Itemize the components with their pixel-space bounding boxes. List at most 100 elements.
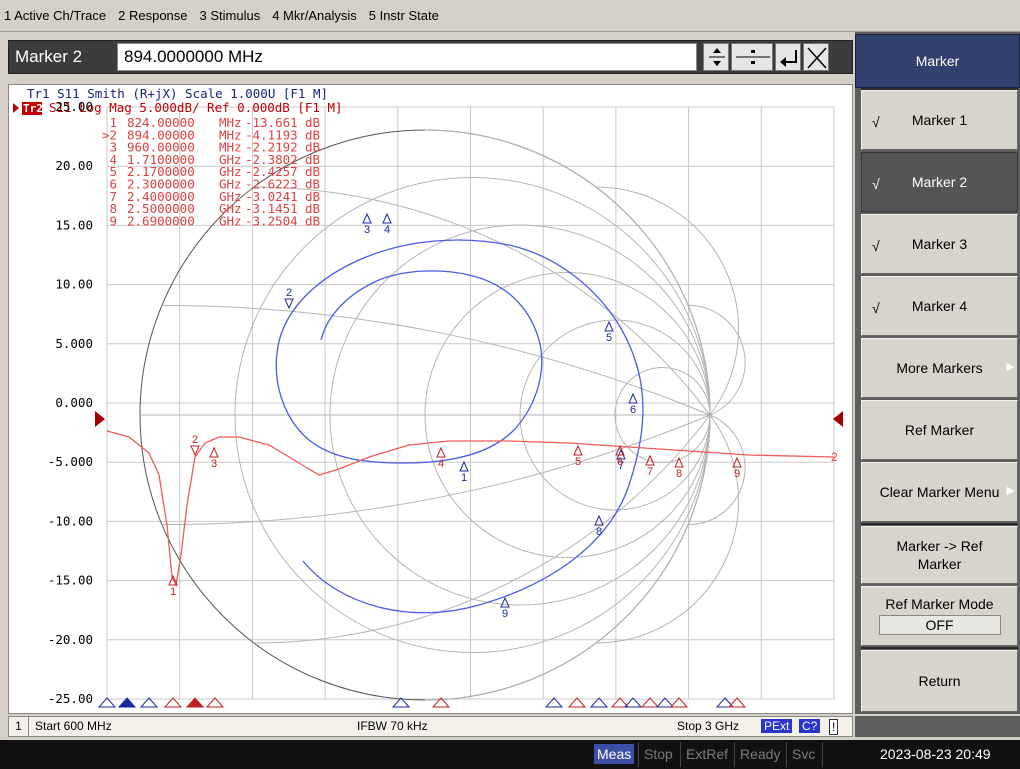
marker-triangle xyxy=(190,445,200,457)
marker-triangle xyxy=(628,392,638,404)
marker-table-freq: 2.4000000 xyxy=(127,189,195,204)
smith-reactance-arc xyxy=(253,414,711,644)
softkey-more-markers[interactable]: More Markers ▶ xyxy=(861,338,1018,398)
softkey-label: Marker 4 xyxy=(911,298,968,314)
marker-triangle xyxy=(732,456,742,468)
active-trace-arrow-icon xyxy=(13,103,19,113)
menu-response[interactable]: 2 Response xyxy=(118,8,188,23)
ref-marker-mode-value: OFF xyxy=(878,615,1001,635)
menu-stimulus[interactable]: 3 Stimulus xyxy=(199,8,261,23)
softkey-marker-2[interactable]: √ Marker 2 xyxy=(861,152,1018,212)
trace2-end-label: 2 xyxy=(831,450,838,464)
knob-spin-icon[interactable] xyxy=(731,43,773,71)
menu-active-ch-trace[interactable]: 1 Active Ch/Trace xyxy=(4,8,107,23)
separator xyxy=(822,742,823,767)
marker-table-freq: 960.00000 xyxy=(127,140,195,155)
y-axis-label: -10.00 xyxy=(48,513,93,528)
marker-triangle xyxy=(573,444,583,456)
marker-label: 1 xyxy=(170,586,176,598)
separator xyxy=(786,742,787,767)
marker-table-db: dB xyxy=(305,140,320,155)
marker-label: 5 xyxy=(575,456,581,468)
softkey-marker-1[interactable]: √ Marker 1 xyxy=(861,90,1018,150)
y-axis-label: 5.000 xyxy=(55,336,93,351)
close-icon[interactable] xyxy=(803,43,829,71)
separator xyxy=(638,742,639,767)
submenu-arrow-icon: ▶ xyxy=(1006,485,1015,498)
enter-icon[interactable] xyxy=(775,43,801,71)
divider xyxy=(861,88,1018,90)
marker-label: 3 xyxy=(211,458,217,470)
entry-label: Marker 2 xyxy=(15,47,83,66)
entry-bar: Marker 2 894.0000000 MHz xyxy=(8,40,853,74)
marker-position-bar xyxy=(97,697,747,708)
marker-triangle xyxy=(362,212,372,224)
softkey-marker-3[interactable]: √ Marker 3 xyxy=(861,214,1018,274)
marker-position-icon xyxy=(715,697,735,708)
marker-table-unit: GHz xyxy=(219,189,242,204)
logmag-marker-2: 2 xyxy=(190,434,200,457)
marker-table-freq: 1.7100000 xyxy=(127,152,195,167)
softkey-ref-marker-mode[interactable]: Ref Marker Mode OFF xyxy=(861,586,1018,646)
date-time: 2023-08-23 20:49 xyxy=(880,746,991,762)
softkey-title: Marker xyxy=(855,34,1020,88)
step-spin-icon[interactable] xyxy=(703,43,729,71)
stop-indicator: Stop xyxy=(644,746,673,762)
check-icon: √ xyxy=(872,237,880,254)
softkey-label: Return xyxy=(918,673,961,689)
softkey-marker-4[interactable]: √ Marker 4 xyxy=(861,276,1018,336)
extref-indicator: ExtRef xyxy=(686,746,729,762)
smith-marker-9: 9 xyxy=(500,596,510,620)
marker-label: 2 xyxy=(192,434,198,446)
softkey-ref-marker[interactable]: Ref Marker xyxy=(861,400,1018,460)
marker-table-id: >2 xyxy=(102,127,117,142)
marker-table-value: -3.0241 xyxy=(245,189,298,204)
marker-position-icon xyxy=(589,697,609,708)
y-axis-label: -20.00 xyxy=(48,632,93,647)
marker-table-db: dB xyxy=(305,127,320,142)
ref-level-right-icon[interactable] xyxy=(833,411,843,427)
stop-frequency[interactable]: Stop 3 GHz xyxy=(677,719,740,733)
trace2-tag[interactable] xyxy=(22,102,42,115)
channel-number[interactable]: 1 xyxy=(9,717,29,736)
smith-reactance-arc xyxy=(688,414,746,526)
softkey-marker-to-ref-marker[interactable]: Marker -> Ref Marker xyxy=(861,526,1018,584)
marker-label: 3 xyxy=(364,224,370,236)
marker-table-unit: MHz xyxy=(219,140,242,155)
ref-level-left-icon[interactable] xyxy=(95,411,105,427)
marker-position-icon xyxy=(139,697,159,708)
marker-position-icon xyxy=(544,697,564,708)
trace-display[interactable]: Tr1 S11 Smith (R+jX) Scale 1.000U [F1 M]… xyxy=(8,84,853,714)
y-axis-label: 25.00 xyxy=(55,99,93,114)
start-frequency[interactable]: Start 600 MHz xyxy=(35,719,112,733)
marker-triangle xyxy=(604,320,614,332)
logmag-marker-5: 5 xyxy=(573,444,583,468)
marker-position-icon xyxy=(205,697,225,708)
grid xyxy=(106,106,835,700)
marker-table-id: 7 xyxy=(109,189,117,204)
softkey-panel: Marker √ Marker 1 √ Marker 2 √ Marker 3 … xyxy=(855,32,1020,714)
softkey-label: Ref Marker Mode xyxy=(885,596,994,612)
softkey-return[interactable]: Return xyxy=(861,650,1018,712)
check-icon: √ xyxy=(872,299,880,316)
marker-table-id: 1 xyxy=(109,115,117,130)
ifbw[interactable]: IFBW 70 kHz xyxy=(357,719,428,733)
softkey-clear-marker-menu[interactable]: Clear Marker Menu ▶ xyxy=(861,462,1018,522)
marker-table-db: dB xyxy=(305,152,320,167)
menu-instr-state[interactable]: 5 Instr State xyxy=(368,8,439,23)
instrument-status-bar: Meas Stop ExtRef Ready Svc 2023-08-23 20… xyxy=(0,740,1020,769)
marker-position-icon xyxy=(391,697,411,708)
smith-marker-3: 3 xyxy=(362,212,372,236)
menu-mkr-analysis[interactable]: 4 Mkr/Analysis xyxy=(272,8,357,23)
y-axis-labels: 25.00 20.00 15.00 10.00 5.000 0.000 -5.000 -10.… xyxy=(48,99,93,706)
marker-position-icon xyxy=(623,697,643,708)
softkey-label: Ref Marker xyxy=(904,422,975,438)
separator xyxy=(734,742,735,767)
marker-triangle xyxy=(674,456,684,468)
marker-table-value: -2.2192 xyxy=(245,140,298,155)
marker-label: 6 xyxy=(630,404,636,416)
entry-field[interactable]: 894.0000000 MHz xyxy=(117,43,697,71)
marker-table: 1 824.00000 MHz -13.661 dB >2 894.00000 MHz -4.1… xyxy=(102,115,320,228)
calibration-badge[interactable]: C? xyxy=(799,719,821,733)
port-extension-badge[interactable]: PExt xyxy=(761,719,793,733)
